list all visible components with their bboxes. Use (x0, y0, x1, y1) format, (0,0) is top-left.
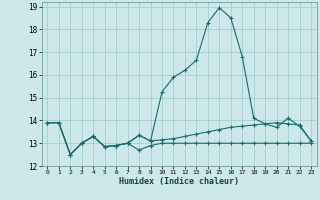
X-axis label: Humidex (Indice chaleur): Humidex (Indice chaleur) (119, 177, 239, 186)
